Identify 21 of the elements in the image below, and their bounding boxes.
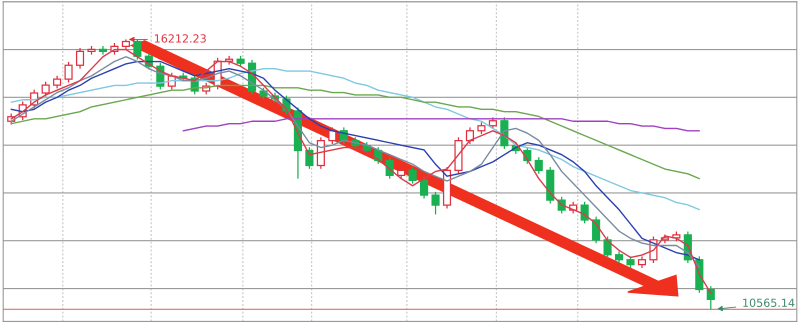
candlestick [604, 236, 612, 259]
candlestick [466, 126, 474, 145]
candlestick [638, 256, 646, 269]
candlestick [236, 55, 245, 68]
candlestick [488, 116, 497, 130]
text: 10565.14 [743, 298, 794, 307]
candlestick [42, 81, 50, 97]
candlestick [614, 250, 624, 264]
annotation: 16212.23 [154, 34, 206, 43]
candlestick [328, 126, 336, 145]
candlestick [76, 47, 84, 70]
candlestick [133, 39, 142, 60]
candlestick [53, 75, 62, 90]
candlestick [64, 61, 73, 84]
candlestick [534, 156, 543, 174]
candlestick [431, 191, 440, 216]
candlestick [397, 166, 406, 180]
candlestick [706, 286, 715, 310]
candlestick [477, 122, 486, 135]
candlestick [420, 176, 428, 200]
candlestick [408, 166, 417, 184]
